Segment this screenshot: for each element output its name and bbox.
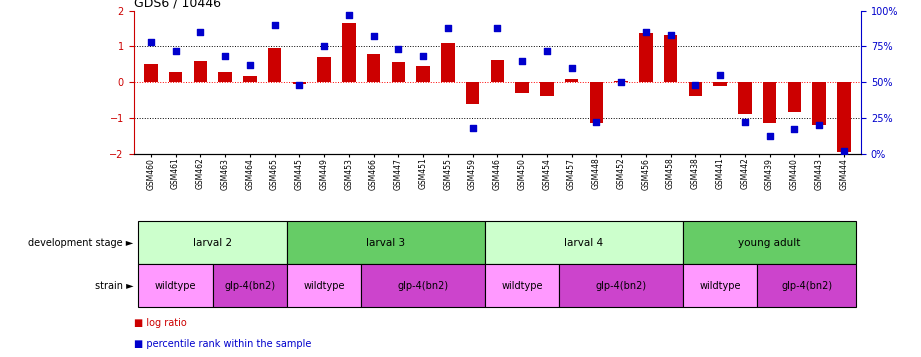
Bar	[614, 81, 628, 82]
Bar	[367, 54, 380, 82]
Bar	[491, 60, 504, 82]
Bar	[169, 72, 182, 82]
Point	[713, 72, 728, 78]
Point	[490, 25, 505, 31]
Point	[317, 44, 332, 49]
Point	[217, 54, 232, 59]
Point	[415, 54, 430, 59]
Bar	[485, 221, 683, 264]
Text: young adult: young adult	[739, 238, 800, 248]
Bar	[268, 48, 282, 82]
Point	[342, 12, 356, 18]
Bar	[589, 82, 603, 123]
Bar	[213, 264, 287, 307]
Point	[565, 65, 579, 71]
Bar	[787, 82, 801, 112]
Bar	[639, 33, 653, 82]
Bar	[713, 82, 727, 86]
Text: glp-4(bn2): glp-4(bn2)	[398, 281, 449, 291]
Point	[193, 29, 208, 35]
Point	[515, 58, 530, 64]
Text: wildtype: wildtype	[501, 281, 542, 291]
Point	[589, 119, 603, 125]
Point	[465, 125, 480, 131]
Bar	[318, 57, 331, 82]
Point	[144, 39, 158, 45]
Point	[267, 22, 282, 28]
Text: strain ►: strain ►	[95, 281, 134, 291]
Bar	[287, 264, 361, 307]
Text: larval 3: larval 3	[367, 238, 405, 248]
Text: glp-4(bn2): glp-4(bn2)	[596, 281, 647, 291]
Bar	[565, 79, 578, 82]
Point	[663, 32, 678, 38]
Point	[540, 48, 554, 54]
Bar	[683, 264, 757, 307]
Point	[763, 134, 777, 139]
Bar	[812, 82, 826, 125]
Text: GDS6 / 10446: GDS6 / 10446	[134, 0, 220, 10]
Bar	[738, 82, 752, 114]
Bar	[144, 64, 157, 82]
Point	[242, 62, 257, 68]
Text: larval 2: larval 2	[193, 238, 232, 248]
Bar	[763, 82, 776, 123]
Point	[613, 79, 628, 85]
Bar	[416, 66, 430, 82]
Text: glp-4(bn2): glp-4(bn2)	[225, 281, 275, 291]
Bar	[342, 23, 356, 82]
Bar	[193, 61, 207, 82]
Bar	[757, 264, 857, 307]
Bar	[391, 62, 405, 82]
Bar	[689, 82, 702, 96]
Bar	[138, 264, 213, 307]
Bar	[559, 264, 683, 307]
Bar	[485, 264, 559, 307]
Text: wildtype: wildtype	[155, 281, 196, 291]
Point	[738, 119, 752, 125]
Point	[787, 126, 801, 132]
Bar	[243, 76, 257, 82]
Point	[367, 34, 381, 39]
Bar	[540, 82, 554, 96]
Bar	[138, 221, 287, 264]
Bar	[287, 221, 485, 264]
Point	[836, 148, 851, 154]
Text: wildtype: wildtype	[699, 281, 740, 291]
Text: wildtype: wildtype	[303, 281, 344, 291]
Point	[292, 82, 307, 88]
Text: larval 4: larval 4	[565, 238, 603, 248]
Point	[811, 122, 826, 128]
Text: glp-4(bn2): glp-4(bn2)	[781, 281, 833, 291]
Bar	[441, 43, 455, 82]
Bar	[466, 82, 480, 104]
Bar	[683, 221, 857, 264]
Bar	[664, 35, 677, 82]
Point	[169, 48, 183, 54]
Point	[638, 29, 653, 35]
Bar	[218, 72, 232, 82]
Bar	[361, 264, 485, 307]
Point	[440, 25, 455, 31]
Point	[688, 82, 703, 88]
Text: ■ log ratio: ■ log ratio	[134, 318, 186, 328]
Bar	[515, 82, 529, 93]
Point	[391, 46, 406, 52]
Bar	[837, 82, 851, 152]
Bar	[293, 82, 306, 84]
Text: development stage ►: development stage ►	[29, 238, 134, 248]
Text: ■ percentile rank within the sample: ■ percentile rank within the sample	[134, 339, 311, 349]
